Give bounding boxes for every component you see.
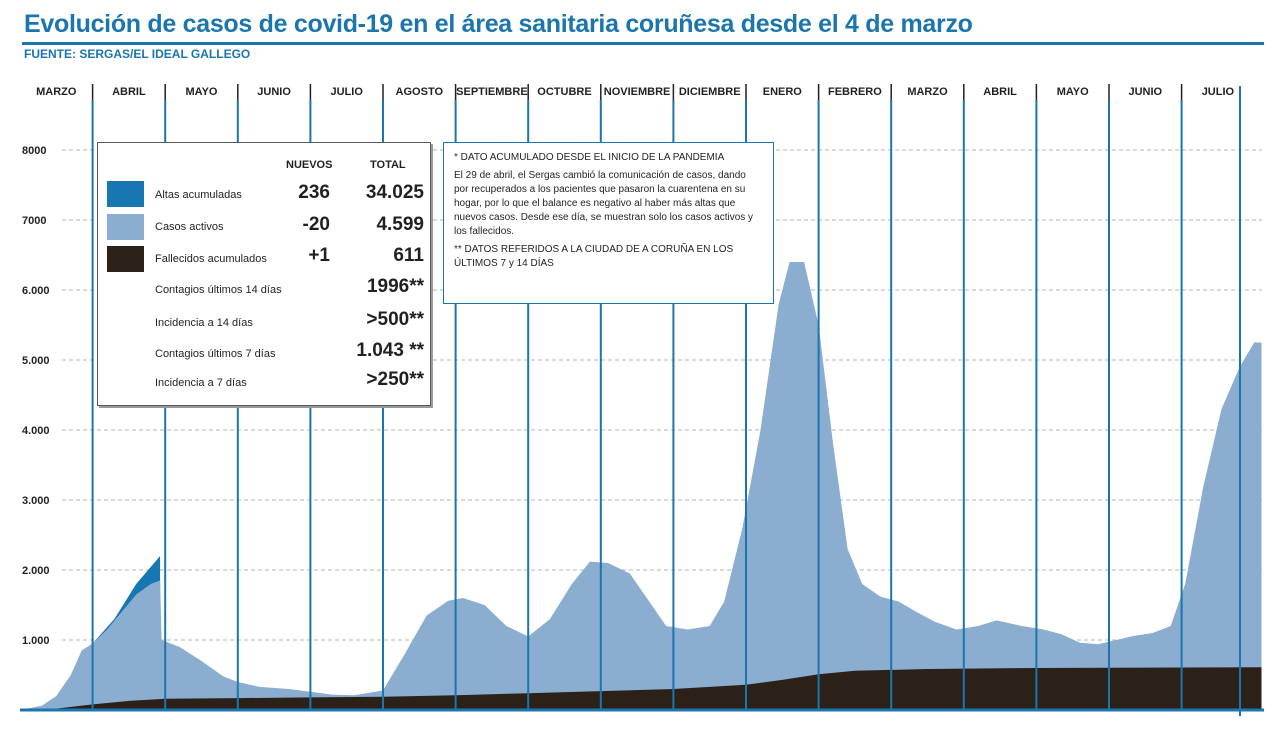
legend-label-contagios-14: Contagios últimos 14 días	[155, 284, 282, 296]
month-label-abril: ABRIL	[112, 86, 146, 98]
legend-total-incidencia-7: >250**	[366, 369, 424, 390]
y-axis: 1.000 2.000 3.000 4.000 5.000 6.000 7000 8000	[22, 145, 50, 647]
y-tick-label: 2.000	[22, 565, 50, 577]
legend-label-activos: Casos activos	[155, 221, 224, 233]
month-label-enero: ENERO	[763, 86, 803, 98]
month-label-octubre: OCTUBRE	[537, 86, 591, 98]
legend-col-total-header: TOTAL	[370, 159, 406, 171]
legend-swatch-altas	[107, 181, 144, 207]
legend-total-incidencia-14: >500**	[366, 309, 424, 330]
y-tick-label: 1.000	[22, 635, 50, 647]
month-label-julio: JULIO	[330, 86, 363, 98]
legend-label-fallecidos: Fallecidos acumulados	[155, 253, 267, 265]
y-tick-label: 7000	[22, 215, 46, 227]
chart-title: Evolución de casos de covid-19 en el áre…	[24, 10, 973, 38]
month-label-diciembre: DICIEMBRE	[679, 86, 741, 98]
legend-total-activos: 4.599	[376, 214, 424, 235]
legend-col-new-header: NUEVOS	[286, 159, 333, 171]
notes-panel: * DATO ACUMULADO DESDE EL INICIO DE LA P…	[443, 142, 774, 304]
month-label-mayo: MAYO	[1057, 86, 1089, 98]
month-axis: MARZO ABRIL MAYO JUNIO JULIO AGOSTO SEPTIEMBRE…	[36, 84, 1235, 100]
note-cumulative: * DATO ACUMULADO DESDE EL INICIO DE LA P…	[454, 152, 725, 163]
legend-swatch-activos	[107, 214, 144, 240]
legend-label-altas: Altas acumuladas	[155, 189, 242, 201]
month-label-septiembre: SEPTIEMBRE	[456, 86, 528, 98]
note-sergas-change: El 29 de abril, el Sergas cambió la comu…	[454, 170, 754, 237]
y-tick-label: 8000	[22, 145, 46, 157]
legend-label-incidencia-14: Incidencia a 14 días	[155, 317, 253, 329]
legend-new-altas: 236	[298, 182, 330, 203]
legend-total-altas: 34.025	[365, 182, 424, 203]
month-label-marzo: MARZO	[907, 86, 948, 98]
note-city-data: ** DATOS REFERIDOS A LA CIUDAD DE A CORU…	[454, 244, 734, 269]
plot-areas	[27, 262, 1262, 710]
legend-panel: NUEVOS TOTAL Altas acumuladas 236 34.025…	[97, 142, 431, 406]
y-tick-label: 4.000	[22, 425, 50, 437]
legend-new-activos: -20	[302, 214, 330, 235]
y-tick-label: 3.000	[22, 495, 50, 507]
legend-total-fallecidos: 611	[393, 245, 424, 266]
month-label-junio: JUNIO	[1128, 86, 1162, 98]
y-tick-label: 5.000	[22, 355, 50, 367]
legend-total-contagios-7: 1.043 **	[356, 340, 424, 361]
month-label-agosto: AGOSTO	[396, 86, 444, 98]
y-tick-label: 6.000	[22, 285, 50, 297]
area-casos-activos	[27, 262, 1262, 710]
legend-total-contagios-14: 1996**	[366, 276, 424, 297]
title-divider	[22, 42, 1264, 45]
area-fallecidos-acumulados	[27, 667, 1262, 710]
month-label-abril: ABRIL	[983, 86, 1017, 98]
month-label-noviembre: NOVIEMBRE	[604, 86, 671, 98]
month-label-julio: JULIO	[1202, 86, 1235, 98]
month-label-mayo: MAYO	[186, 86, 218, 98]
month-label-marzo: MARZO	[36, 86, 77, 98]
month-label-junio: JUNIO	[257, 86, 291, 98]
month-label-febrero: FEBRERO	[828, 86, 882, 98]
legend-label-incidencia-7: Incidencia a 7 días	[155, 377, 247, 389]
source-credit: FUENTE: SERGAS/EL IDEAL GALLEGO	[24, 47, 251, 61]
legend-label-contagios-7: Contagios últimos 7 días	[155, 348, 276, 360]
legend-swatch-fallecidos	[107, 246, 144, 272]
legend-new-fallecidos: +1	[308, 245, 330, 266]
